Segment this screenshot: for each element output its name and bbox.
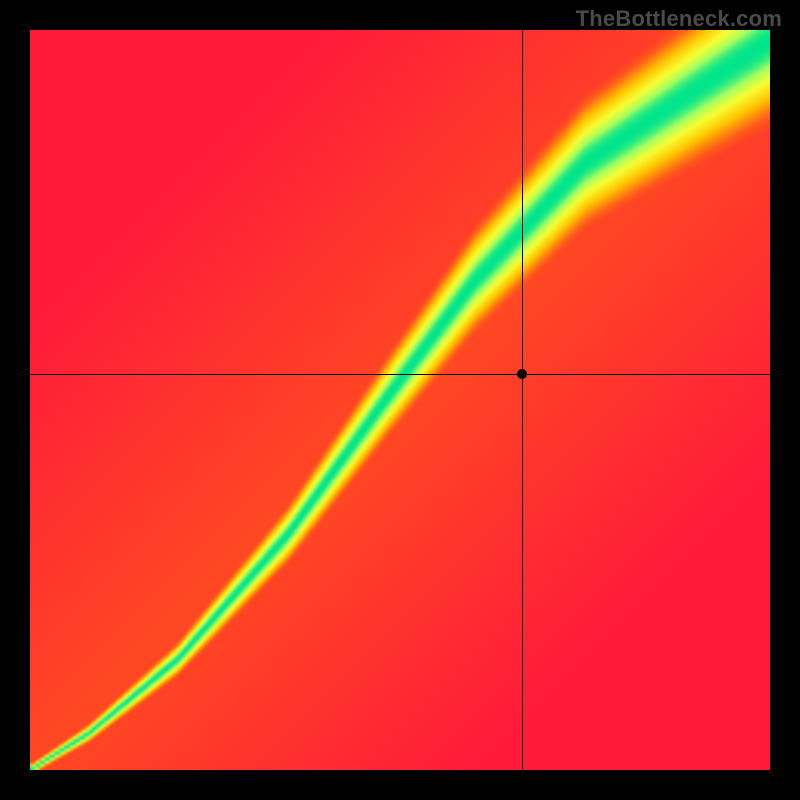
watermark-text: TheBottleneck.com — [576, 6, 782, 32]
crosshair-vertical — [522, 30, 523, 770]
crosshair-horizontal — [30, 374, 770, 375]
crosshair-dot — [517, 369, 527, 379]
bottleneck-heatmap — [30, 30, 770, 770]
heatmap-canvas — [30, 30, 770, 770]
